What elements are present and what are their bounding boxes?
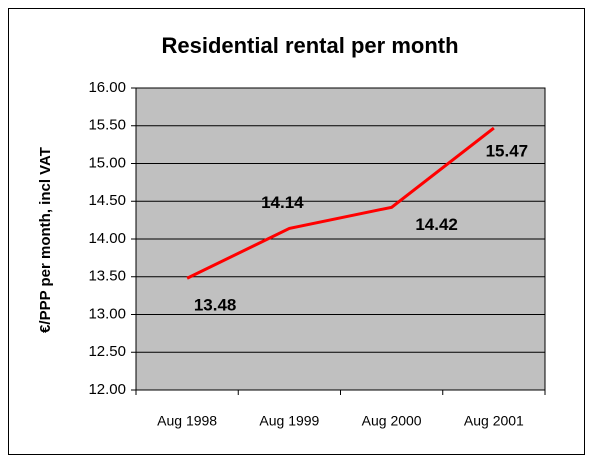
y-tick-label: 12.50 — [88, 343, 126, 360]
chart-title: Residential rental per month — [161, 33, 458, 58]
y-tick-label: 16.00 — [88, 79, 126, 96]
data-label: 13.48 — [194, 296, 237, 315]
data-label: 14.14 — [261, 193, 304, 212]
y-tick-label: 15.00 — [88, 154, 126, 171]
y-tick-label: 15.50 — [88, 117, 126, 134]
y-tick-label: 13.50 — [88, 268, 126, 285]
y-tick-label: 14.50 — [88, 192, 126, 209]
x-tick-label: Aug 1998 — [157, 413, 217, 429]
data-label: 15.47 — [486, 141, 529, 160]
y-tick-label: 12.00 — [88, 381, 126, 398]
x-tick-label: Aug 2001 — [464, 413, 524, 429]
y-axis-label: €/PPP per month, incl VAT — [37, 147, 54, 333]
line-series — [186, 126, 495, 280]
x-tick-label: Aug 2000 — [362, 413, 422, 429]
y-tick-label: 14.00 — [88, 230, 126, 247]
x-tick-label: Aug 1999 — [259, 413, 319, 429]
y-tick-label: 13.00 — [88, 305, 126, 322]
data-label: 14.42 — [415, 215, 458, 234]
